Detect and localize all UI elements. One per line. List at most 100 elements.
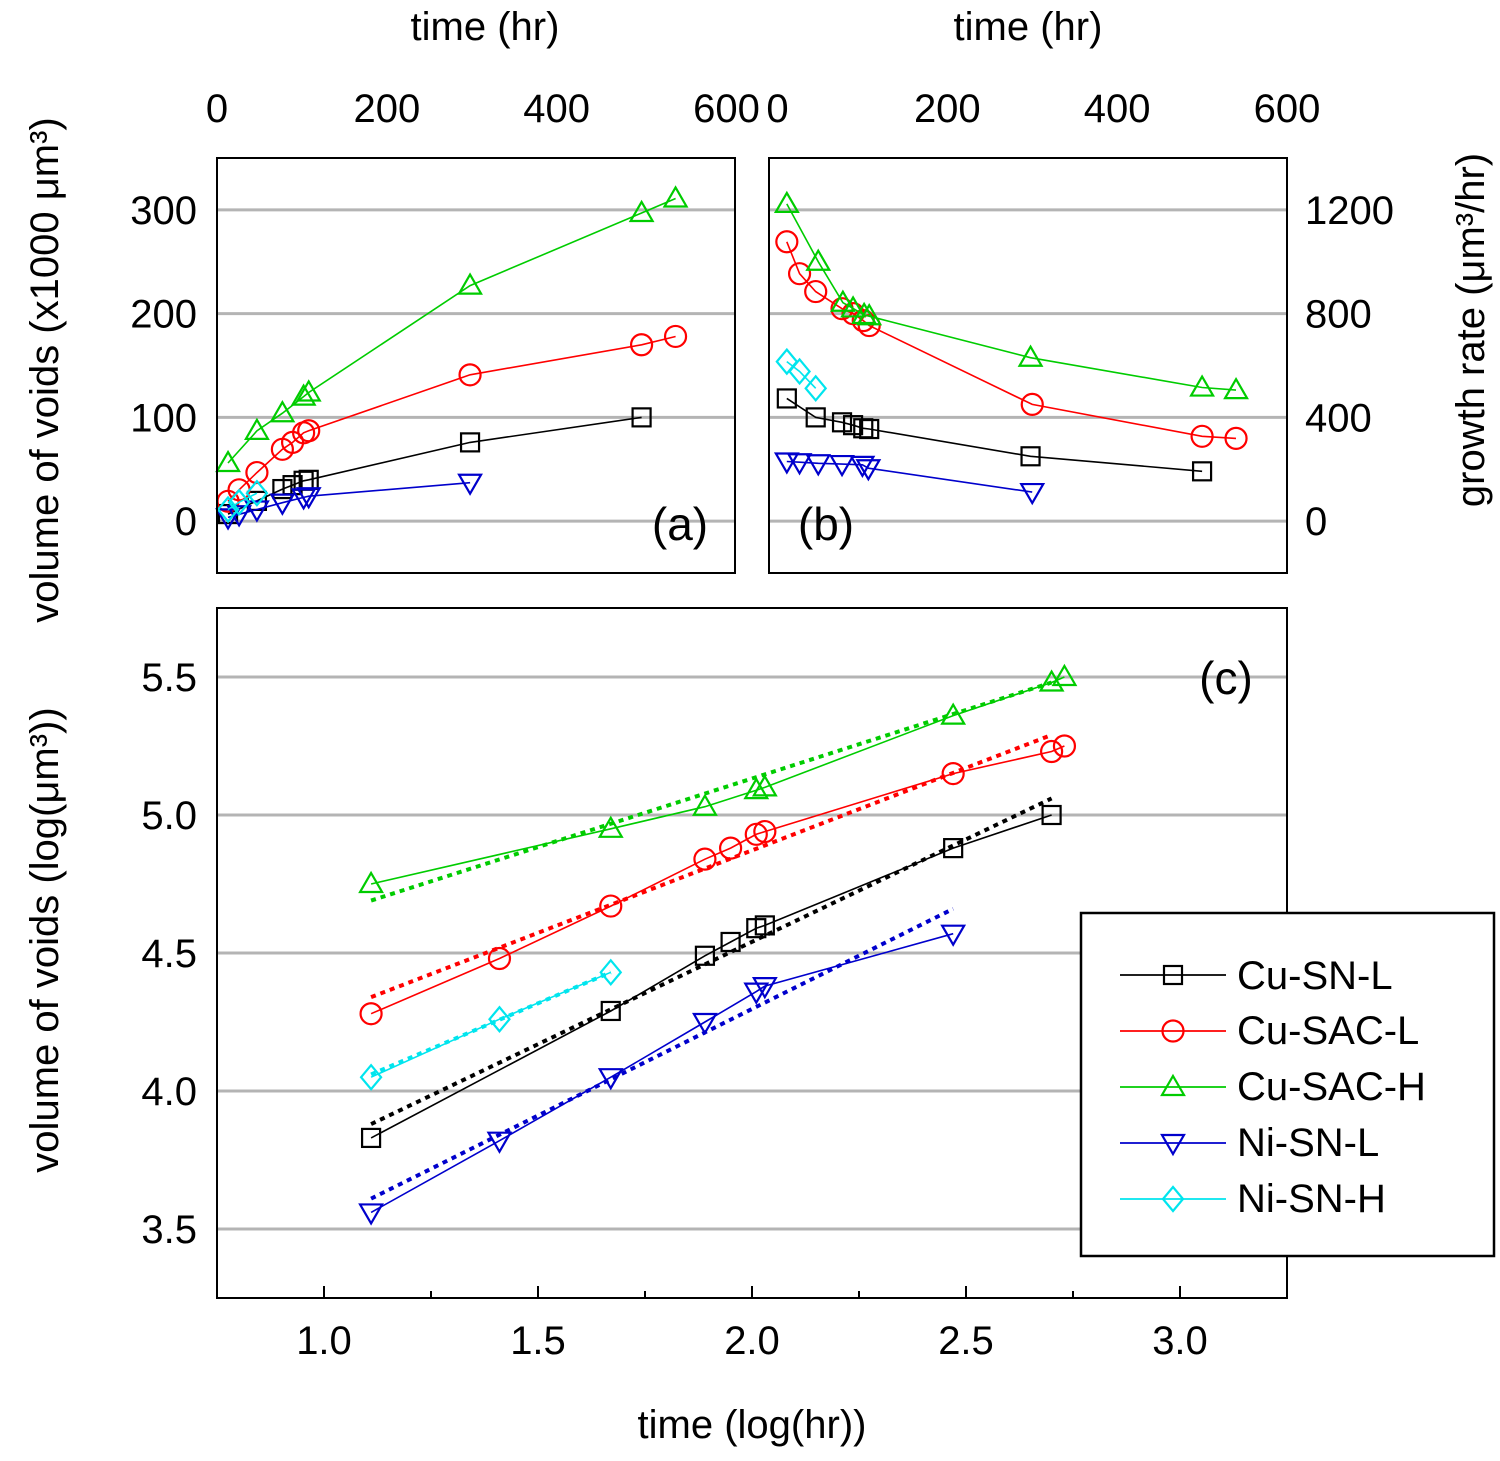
data-point <box>295 379 322 402</box>
series-line <box>786 397 1203 473</box>
series-line <box>227 335 676 502</box>
x-tick-label: 2.5 <box>938 1319 994 1363</box>
legend-label: Ni-SN-H <box>1237 1177 1386 1221</box>
data-point <box>663 324 688 349</box>
data-point <box>943 838 964 859</box>
data-point <box>831 412 853 433</box>
data-point <box>269 400 296 423</box>
x-tick-label: 1.0 <box>296 1319 352 1363</box>
fit-line <box>370 796 1053 1126</box>
data-point <box>1191 461 1213 482</box>
text-layer: time (hr) time (hr) volume of voids (x10… <box>23 5 1493 1447</box>
data-point <box>1020 392 1044 417</box>
data-point <box>1223 376 1249 400</box>
data-point <box>359 1063 383 1091</box>
data-point <box>457 473 483 496</box>
data-point <box>694 945 716 966</box>
series-cu-sn-l <box>217 407 652 525</box>
series-line <box>370 745 1065 1015</box>
y-tick-label: 5.5 <box>141 656 197 700</box>
data-point <box>1041 804 1062 826</box>
series-cu-sac-l <box>216 324 688 513</box>
panel-a-xlabel: time (hr) <box>411 5 560 49</box>
x-tick-label: 0 <box>206 87 228 131</box>
series-ni-sn-h <box>359 958 623 1091</box>
panel-b-label: (b) <box>798 498 854 550</box>
series-line <box>370 814 1052 1139</box>
x-tick-label: 600 <box>1254 87 1321 131</box>
fit-line <box>370 907 955 1201</box>
data-point <box>743 776 770 800</box>
data-point <box>857 313 881 338</box>
legend-label: Cu-SN-L <box>1237 954 1393 998</box>
data-point <box>776 388 797 409</box>
series-ni-sn-h <box>775 347 828 403</box>
panel-c-label: (c) <box>1199 652 1253 704</box>
data-point <box>358 870 384 894</box>
panel-b-frame <box>768 157 1288 574</box>
data-point <box>805 248 832 271</box>
legend-marker-triangle-down <box>1160 1133 1186 1157</box>
data-point <box>1020 446 1041 467</box>
y-tick-label: 800 <box>1305 293 1372 337</box>
panel-c-xlabel: time (log(hr)) <box>638 1403 867 1447</box>
data-point <box>849 455 876 479</box>
data-point <box>600 1000 621 1022</box>
panel-b-xlabel: time (hr) <box>954 5 1103 49</box>
x-tick-label: 600 <box>693 87 760 131</box>
data-point <box>773 190 800 214</box>
data-point <box>786 453 813 476</box>
data-point <box>718 836 743 860</box>
data-point <box>1019 482 1046 506</box>
data-point <box>751 977 778 1000</box>
data-point <box>359 1002 383 1026</box>
data-point <box>488 1005 511 1033</box>
data-point <box>856 303 883 326</box>
series-line <box>370 676 1065 885</box>
series-ni-sn-l <box>358 907 967 1226</box>
y-tick-label: 4.5 <box>141 932 197 976</box>
panel-a-frame <box>216 157 736 574</box>
data-point <box>840 295 866 318</box>
data-point <box>458 363 482 387</box>
data-point <box>1190 424 1214 448</box>
x-tick-label: 200 <box>914 87 981 131</box>
data-point <box>597 815 624 838</box>
data-point <box>775 347 799 376</box>
data-point <box>941 761 965 786</box>
data-point <box>459 432 481 453</box>
data-point <box>775 230 799 254</box>
legend-label: Cu-SAC-H <box>1237 1065 1426 1109</box>
legend-marker-circle <box>1161 1019 1185 1043</box>
panel-b-ylabel: growth rate (μm³/hr) <box>1449 153 1493 507</box>
y-tick-label: 5.0 <box>141 794 197 838</box>
y-tick-label: 200 <box>130 293 197 337</box>
data-point <box>940 702 967 725</box>
panel-c-ylabel: volume of voids (log(μm³)) <box>23 707 67 1172</box>
data-point <box>215 449 241 473</box>
series-cu-sn-l <box>776 388 1213 482</box>
legend-marker-diamond <box>1161 1185 1185 1213</box>
y-tick-label: 3.5 <box>141 1208 197 1252</box>
data-point <box>692 1012 718 1036</box>
data-point <box>486 1131 513 1154</box>
series-cu-sn-l <box>360 796 1062 1149</box>
data-point <box>1224 426 1248 450</box>
data-point <box>1189 374 1215 397</box>
y-tick-label: 0 <box>175 500 197 544</box>
legend-label: Ni-SN-L <box>1237 1121 1379 1165</box>
data-point <box>269 493 296 516</box>
data-point <box>829 454 855 478</box>
data-point <box>487 946 512 971</box>
data-point <box>940 924 967 947</box>
x-tick-label: 2.0 <box>724 1319 780 1363</box>
data-point <box>297 419 321 443</box>
x-tick-label: 3.0 <box>1152 1319 1208 1363</box>
series-cu-sac-l <box>359 733 1077 1026</box>
y-tick-label: 400 <box>1305 396 1372 440</box>
data-point <box>804 279 828 304</box>
data-point <box>244 500 270 523</box>
y-tick-label: 4.0 <box>141 1070 197 1114</box>
x-tick-label: 0 <box>766 87 788 131</box>
data-point <box>842 415 864 436</box>
